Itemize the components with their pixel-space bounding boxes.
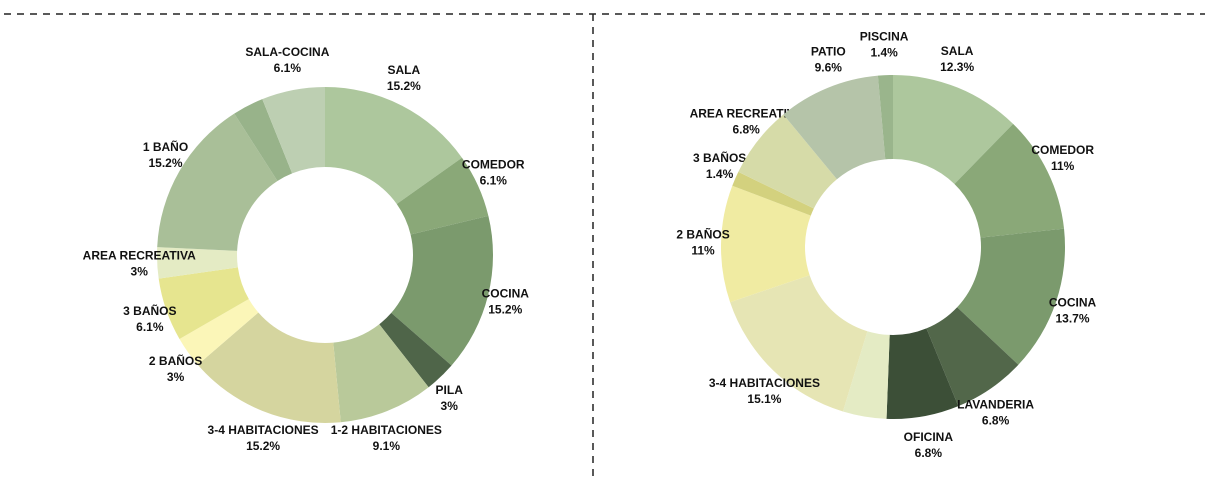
slice-value: 6.1% — [274, 61, 302, 75]
donut-slice — [730, 275, 868, 412]
slice-label: PISCINA — [860, 29, 909, 43]
donut-slice — [732, 171, 814, 216]
slice-label: OFICINA — [904, 430, 954, 444]
donut-slice — [957, 228, 1066, 365]
slice-value: 3% — [167, 370, 185, 384]
donut-slice — [158, 267, 249, 339]
donut-slice — [325, 87, 462, 205]
donut-slice — [197, 312, 341, 423]
donut-slice — [954, 123, 1065, 238]
donut-slice — [157, 247, 238, 279]
slice-value: 3% — [131, 264, 149, 278]
slice-value: 1.4% — [870, 45, 898, 59]
slice-label: 3-4 HABITACIONES — [709, 376, 820, 390]
donut-slice — [262, 87, 325, 174]
donut-slice — [926, 307, 1019, 407]
slice-label: PILA — [436, 383, 464, 397]
slice-value: 3% — [441, 399, 459, 413]
slice-value: 15.2% — [387, 79, 421, 93]
slice-label: 3-4 HABITACIONES — [208, 423, 319, 437]
slice-label: COMEDOR — [1031, 143, 1094, 157]
slice-label: 3 BAÑOS — [693, 150, 746, 165]
slice-label: SALA — [387, 63, 420, 77]
slice-value: 6.1% — [480, 173, 508, 187]
slice-value: 15.1% — [747, 392, 781, 406]
donut-slice — [721, 185, 811, 303]
slice-value: 9.1% — [373, 439, 401, 453]
slice-value: 6.8% — [915, 446, 943, 460]
slice-label: 1 BAÑO — [143, 139, 188, 154]
donut-slice — [391, 215, 494, 366]
slice-label: SALA — [941, 44, 974, 58]
slice-label: 3 BAÑOS — [123, 303, 176, 318]
slice-label: LAVANDERIA — [957, 398, 1034, 412]
donut-slice — [886, 328, 959, 419]
donut-slice — [842, 331, 890, 419]
slice-label: 2 BAÑOS — [149, 353, 202, 368]
slice-value: 11% — [691, 243, 715, 257]
donut-slice — [783, 75, 886, 180]
slice-value: 15.2% — [488, 303, 522, 317]
donut-slice — [379, 312, 452, 388]
slice-value: 15.2% — [246, 439, 280, 453]
slice-label: 2 BAÑOS — [676, 226, 729, 241]
slice-label: COCINA — [1049, 295, 1097, 309]
slice-label: AREA RECREATIVA — [690, 106, 803, 120]
donut-slice — [157, 113, 278, 251]
donut-slice — [333, 324, 429, 423]
donut-slice — [738, 114, 837, 209]
slice-value: 12.3% — [940, 60, 974, 74]
donut-slice — [234, 99, 293, 181]
slice-value: 6.1% — [136, 320, 164, 334]
slice-value: 6.8% — [982, 414, 1010, 428]
slice-label: 1-2 HABITACIONES — [331, 423, 442, 437]
donut-slice — [877, 75, 893, 160]
donut-slice — [179, 299, 259, 365]
donut-slice — [893, 75, 1014, 184]
donut-slice — [396, 157, 489, 235]
slice-label: PATIO — [811, 44, 846, 58]
slice-value: 13.7% — [1056, 311, 1090, 325]
slice-label: COMEDOR — [462, 157, 525, 171]
slice-label: COCINA — [482, 287, 530, 301]
slice-value: 6.8% — [732, 122, 760, 136]
slice-value: 15.2% — [149, 156, 183, 170]
slice-value: 9.6% — [815, 60, 843, 74]
slice-label: AREA RECREATIVA — [83, 248, 196, 262]
slice-value: 11% — [1051, 159, 1075, 173]
slice-label: SALA-COCINA — [245, 45, 329, 59]
slice-value: 1.4% — [706, 167, 734, 181]
